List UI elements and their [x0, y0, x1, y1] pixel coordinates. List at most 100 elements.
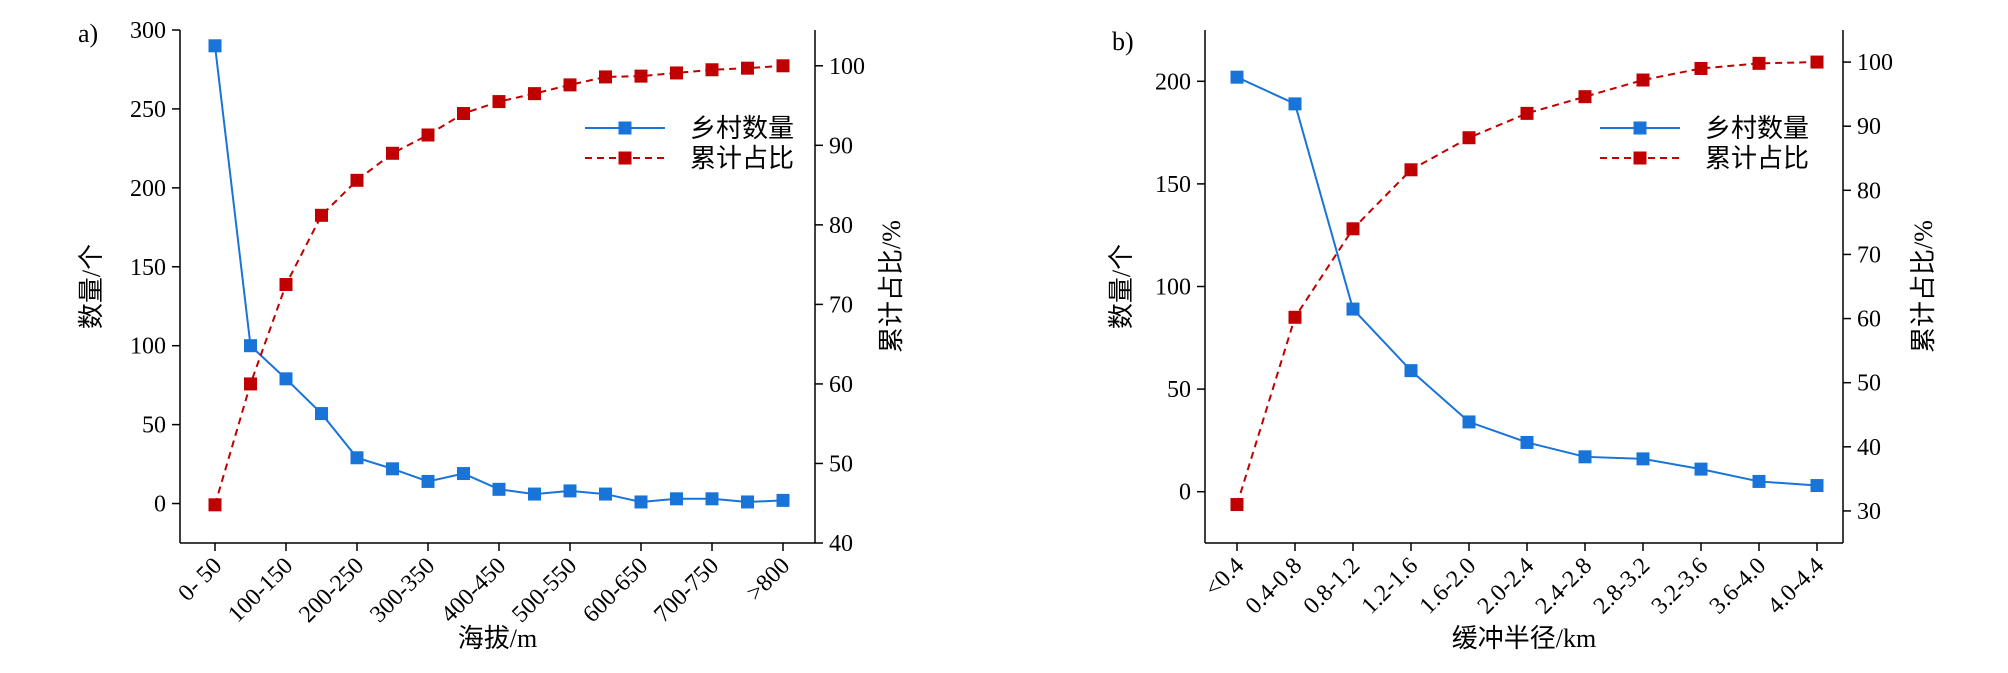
- cumulative-point: [1752, 56, 1766, 70]
- y-tick-label: 200: [130, 176, 166, 202]
- cumulative-point: [1578, 90, 1592, 104]
- x-axis-title: 缓冲半径/km: [1452, 624, 1596, 653]
- count-point: [528, 487, 541, 501]
- cumulative-point: [1288, 310, 1302, 324]
- cumulative-point: [1810, 55, 1824, 69]
- legend-label: 乡村数量: [1705, 114, 1809, 143]
- count-point: [315, 407, 328, 421]
- count-point: [350, 451, 364, 465]
- cumulative-series-line: [1236, 61, 1818, 505]
- panel-label: a): [78, 19, 98, 48]
- cumulative-point: [563, 78, 577, 92]
- count-point: [492, 482, 506, 496]
- x-tick-label: 200-250: [294, 553, 369, 628]
- y-tick-label: 200: [1155, 69, 1191, 95]
- count-point: [421, 474, 435, 488]
- cumulative-point: [315, 208, 328, 222]
- x-tick-label: 3.2-3.6: [1647, 553, 1713, 619]
- count-point: [1752, 474, 1766, 488]
- x-tick-label: 100-150: [223, 553, 298, 628]
- chart-panel-b: 0 50 100 150 200 30 40 50 60 70 80 90 100 <0.40.4-0.8…: [1107, 27, 1938, 653]
- cumulative-point: [208, 498, 222, 512]
- legend-label: 乡村数量: [690, 114, 794, 143]
- count-point: [279, 372, 293, 386]
- legend-marker: [1633, 151, 1647, 165]
- chart-panel-a: 0 50 100 150 200 250 300 40 50 60 70 80 90 100 0- 5010…: [77, 18, 906, 653]
- cumulative-point: [705, 63, 719, 77]
- count-point: [244, 339, 257, 353]
- y2-tick-label: 40: [1857, 435, 1881, 461]
- count-point: [1694, 462, 1708, 476]
- count-point: [1578, 450, 1592, 464]
- cumulative-point: [1346, 222, 1360, 236]
- x-tick-label: 0- 50: [174, 553, 228, 607]
- y2-tick-label: 50: [829, 451, 853, 477]
- x-tick-label: 0.4-0.8: [1241, 553, 1307, 619]
- count-point: [563, 484, 577, 498]
- count-point: [208, 39, 222, 53]
- y2-tick-label: 100: [829, 54, 865, 80]
- count-point: [1346, 302, 1360, 316]
- y2-axis-title: 累计占比/%: [1909, 220, 1938, 353]
- cumulative-point: [1462, 131, 1476, 145]
- x-tick-label: 2.0-2.4: [1473, 553, 1539, 619]
- legend-marker: [618, 151, 632, 165]
- cumulative-point: [599, 70, 612, 84]
- x-tick-label: 300-350: [365, 553, 440, 628]
- x-tick-label: >800: [742, 553, 795, 606]
- y2-tick-label: 80: [1857, 178, 1881, 204]
- count-point: [1810, 479, 1824, 493]
- x-axis-title: 海拔/m: [458, 624, 537, 653]
- x-tick-label: <0.4: [1200, 553, 1249, 602]
- y2-tick-label: 90: [829, 133, 853, 159]
- x-tick-label: 3.6-4.0: [1705, 553, 1771, 619]
- y2-tick-label: 50: [1857, 371, 1881, 397]
- cumulative-point: [776, 59, 790, 73]
- cumulative-point: [1636, 73, 1650, 87]
- legend-label: 累计占比: [690, 144, 794, 173]
- x-tick-label: 700-750: [649, 553, 724, 628]
- count-point: [457, 467, 470, 481]
- count-point: [1462, 415, 1476, 429]
- y-tick-label: 0: [1179, 480, 1191, 506]
- legend-marker: [1633, 121, 1647, 135]
- y2-tick-label: 30: [1857, 499, 1881, 525]
- x-tick-label: 4.0-4.4: [1763, 553, 1829, 619]
- cumulative-point: [634, 69, 648, 83]
- count-point: [1404, 364, 1418, 378]
- y2-axis-title: 累计占比/%: [877, 220, 906, 353]
- x-tick-label: 500-550: [507, 553, 582, 628]
- y-tick-label: 0: [154, 492, 166, 518]
- cumulative-point: [1404, 163, 1418, 177]
- count-point: [599, 487, 612, 501]
- y2-tick-label: 90: [1857, 114, 1881, 140]
- cumulative-point: [279, 278, 293, 292]
- cumulative-point: [528, 87, 541, 101]
- legend-marker: [618, 121, 632, 135]
- cumulative-point: [350, 173, 364, 187]
- y2-tick-label: 40: [829, 531, 853, 557]
- y-axis-title: 数量/个: [1107, 244, 1136, 329]
- x-tick-label: 2.8-3.2: [1589, 553, 1655, 619]
- count-point: [1520, 435, 1534, 449]
- cumulative-point: [741, 61, 754, 75]
- y2-tick-label: 60: [1857, 307, 1881, 333]
- cumulative-point: [1520, 106, 1534, 120]
- count-point: [1288, 97, 1302, 111]
- x-tick-label: 1.2-1.6: [1357, 553, 1423, 619]
- cumulative-point: [670, 66, 683, 80]
- y2-tick-label: 100: [1857, 50, 1893, 76]
- cumulative-point: [457, 107, 470, 121]
- cumulative-point: [1230, 498, 1244, 512]
- y2-tick-label: 80: [829, 213, 853, 239]
- count-point: [670, 492, 683, 506]
- cumulative-point: [386, 146, 399, 160]
- legend-label: 累计占比: [1705, 144, 1809, 173]
- count-point: [1230, 70, 1244, 84]
- count-point: [776, 493, 790, 507]
- x-tick-label: 2.4-2.8: [1531, 553, 1597, 619]
- count-point: [1636, 452, 1650, 466]
- cumulative-point: [492, 95, 506, 109]
- x-tick-label: 600-650: [578, 553, 653, 628]
